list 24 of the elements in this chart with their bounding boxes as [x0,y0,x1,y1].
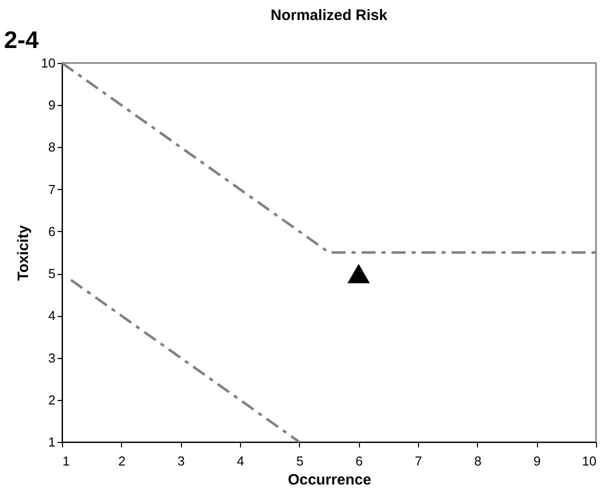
y-tick-label: 3 [48,350,56,366]
x-tick-label: 8 [474,454,482,468]
x-axis-title: Occurrence [288,472,372,488]
y-tick-label: 10 [41,56,56,70]
x-tick-label: 10 [582,454,596,468]
x-tick-label: 3 [178,454,185,468]
x-tick-label: 4 [236,454,244,468]
y-tick-label: 1 [48,434,56,450]
x-tick-label: 2 [118,454,126,468]
x-tick-label: 9 [534,454,541,468]
x-tick-label: 7 [414,454,422,468]
y-tick-label: 4 [48,308,56,324]
text: 2-4 [4,27,40,54]
y-tick-label: 8 [48,140,56,155]
y-tick-label: 5 [48,266,56,282]
x-tick-label: 1 [62,454,70,468]
x-tick-label: 5 [296,454,304,468]
y-tick-label: 2 [48,392,56,408]
y-axis-title: Toxicity [15,224,32,281]
y-tick-label: 6 [48,224,56,239]
y-tick-label: 7 [48,182,56,197]
x-tick-label: 6 [356,454,363,468]
y-tick-label: 9 [48,98,56,113]
chart-title: Normalized Risk [270,7,388,24]
